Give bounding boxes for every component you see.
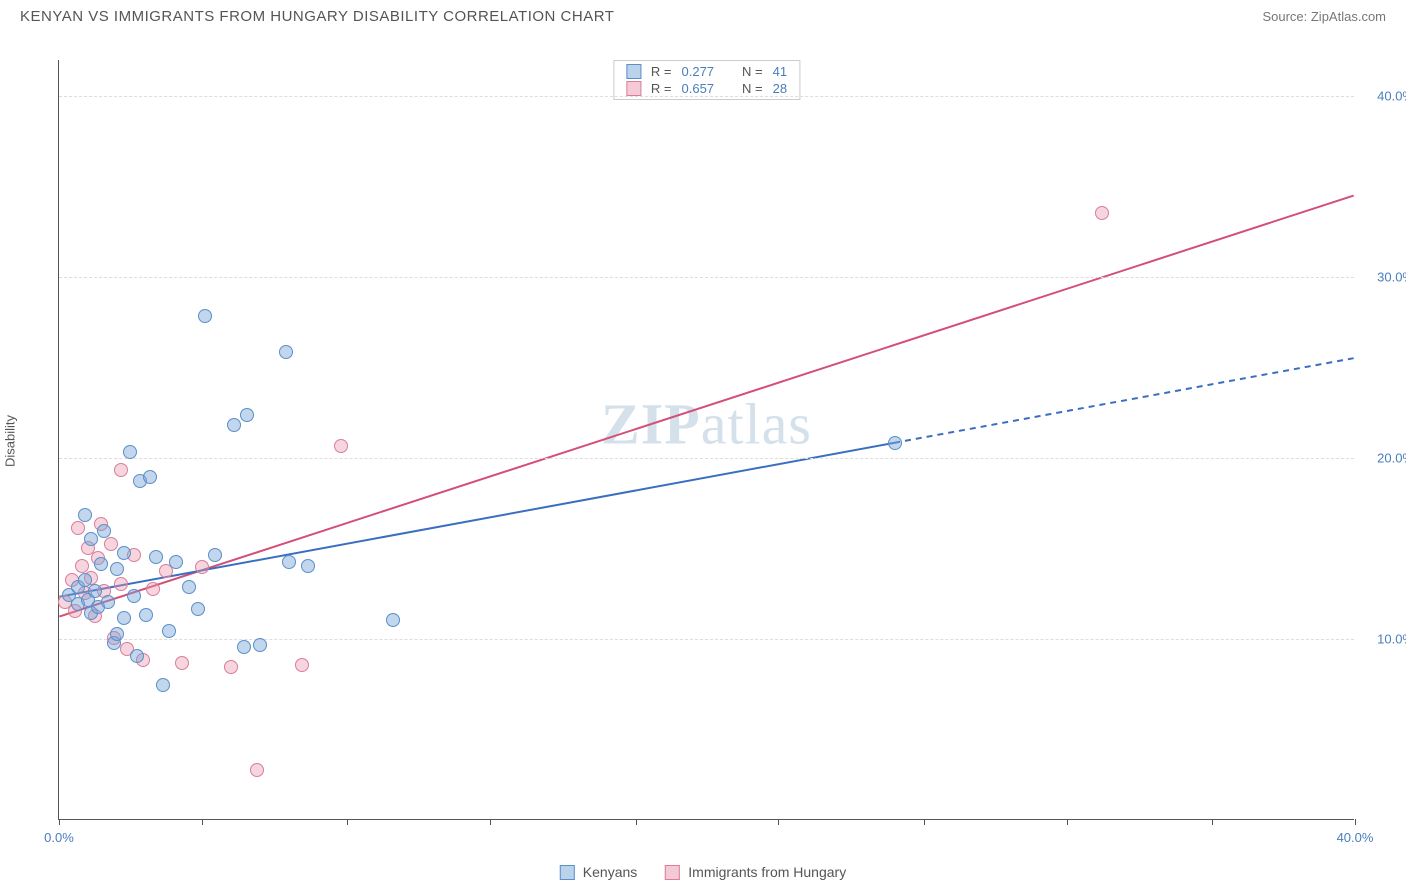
x-tick-mark [636, 819, 637, 825]
data-point [117, 546, 131, 560]
swatch-pink-icon [665, 865, 680, 880]
data-point [169, 555, 183, 569]
x-tick-mark [202, 819, 203, 825]
y-tick-label: 10.0% [1362, 632, 1406, 647]
stats-r-label: R = [651, 64, 672, 79]
data-point [110, 627, 124, 641]
data-point [253, 638, 267, 652]
stats-n-value: 41 [773, 64, 787, 79]
data-point [75, 559, 89, 573]
data-point [279, 345, 293, 359]
data-point [162, 624, 176, 638]
stats-r-label: R = [651, 81, 672, 96]
legend-item-blue: Kenyans [560, 864, 637, 880]
data-point [250, 763, 264, 777]
data-point [888, 436, 902, 450]
stats-n-label: N = [742, 64, 763, 79]
data-point [195, 560, 209, 574]
data-point [104, 537, 118, 551]
data-point [182, 580, 196, 594]
y-tick-label: 30.0% [1362, 270, 1406, 285]
data-point [146, 582, 160, 596]
data-point [208, 548, 222, 562]
data-point [334, 439, 348, 453]
stats-legend-box: R = 0.277 N = 41 R = 0.657 N = 28 [613, 60, 800, 100]
legend-label: Immigrants from Hungary [688, 864, 846, 880]
plot-region: ZIPatlas R = 0.277 N = 41 R = 0.657 N = … [58, 60, 1354, 820]
gridline [59, 639, 1354, 640]
x-tick-mark [59, 819, 60, 825]
bottom-legend: Kenyans Immigrants from Hungary [560, 864, 846, 880]
swatch-pink-icon [626, 81, 641, 96]
y-axis-label: Disability [3, 415, 18, 467]
chart-title: KENYAN VS IMMIGRANTS FROM HUNGARY DISABI… [20, 8, 614, 25]
data-point [1095, 206, 1109, 220]
x-tick-mark [1355, 819, 1356, 825]
data-point [175, 656, 189, 670]
data-point [240, 408, 254, 422]
data-point [78, 508, 92, 522]
data-point [191, 602, 205, 616]
swatch-blue-icon [626, 64, 641, 79]
x-tick-mark [778, 819, 779, 825]
data-point [123, 445, 137, 459]
data-point [71, 521, 85, 535]
legend-item-pink: Immigrants from Hungary [665, 864, 846, 880]
stats-n-label: N = [742, 81, 763, 96]
data-point [224, 660, 238, 674]
gridline [59, 96, 1354, 97]
data-point [84, 532, 98, 546]
x-tick-mark [347, 819, 348, 825]
data-point [114, 577, 128, 591]
data-point [386, 613, 400, 627]
x-tick-mark [924, 819, 925, 825]
trend-lines [59, 60, 1354, 819]
data-point [143, 470, 157, 484]
legend-label: Kenyans [583, 864, 637, 880]
gridline [59, 458, 1354, 459]
data-point [295, 658, 309, 672]
x-tick-mark [1212, 819, 1213, 825]
data-point [101, 595, 115, 609]
chart-source: Source: ZipAtlas.com [1262, 9, 1386, 24]
gridline [59, 277, 1354, 278]
data-point [130, 649, 144, 663]
x-tick-mark [1067, 819, 1068, 825]
data-point [117, 611, 131, 625]
stats-n-value: 28 [773, 81, 787, 96]
stats-r-value: 0.657 [681, 81, 714, 96]
stats-r-value: 0.277 [681, 64, 714, 79]
data-point [94, 557, 108, 571]
y-tick-label: 40.0% [1362, 89, 1406, 104]
x-tick-mark [490, 819, 491, 825]
data-point [198, 309, 212, 323]
stats-row-blue: R = 0.277 N = 41 [614, 63, 799, 80]
swatch-blue-icon [560, 865, 575, 880]
x-tick-label: 0.0% [44, 830, 74, 845]
data-point [237, 640, 251, 654]
data-point [97, 524, 111, 538]
data-point [282, 555, 296, 569]
data-point [139, 608, 153, 622]
data-point [127, 589, 141, 603]
data-point [227, 418, 241, 432]
data-point [149, 550, 163, 564]
chart-header: KENYAN VS IMMIGRANTS FROM HUNGARY DISABI… [0, 0, 1406, 31]
chart-area: Disability ZIPatlas R = 0.277 N = 41 R =… [20, 42, 1386, 840]
data-point [110, 562, 124, 576]
y-tick-label: 20.0% [1362, 451, 1406, 466]
data-point [301, 559, 315, 573]
data-point [156, 678, 170, 692]
data-point [114, 463, 128, 477]
x-tick-label: 40.0% [1337, 830, 1374, 845]
data-point [88, 584, 102, 598]
stats-row-pink: R = 0.657 N = 28 [614, 80, 799, 97]
